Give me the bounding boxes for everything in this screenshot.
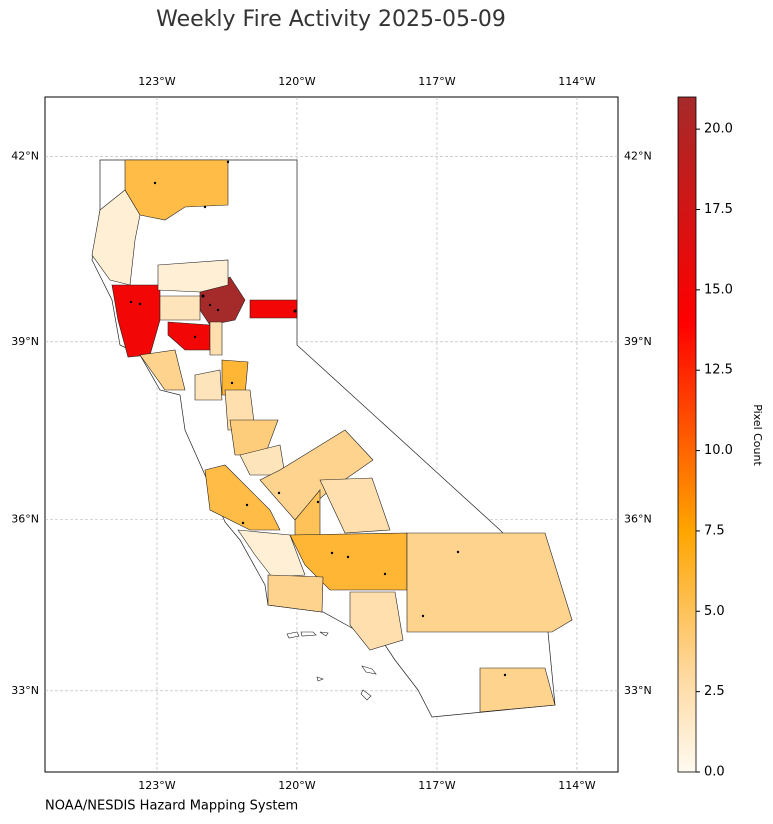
y-tick-label: 36°N	[11, 513, 39, 526]
county	[406, 532, 573, 633]
colorbar-tick-label: 17.5	[704, 202, 733, 217]
colorbar	[677, 96, 697, 773]
county	[204, 464, 281, 531]
y-tick-label: 42°N	[624, 149, 652, 162]
channel-islands	[286, 631, 377, 701]
y-tick-label: 33°N	[11, 684, 39, 697]
colorbar-tick-label: 10.0	[704, 443, 733, 458]
y-tick-label: 36°N	[624, 513, 652, 526]
x-tick-label: 117°W	[418, 75, 455, 88]
source-note: NOAA/NESDIS Hazard Mapping System	[45, 799, 298, 814]
county	[479, 667, 556, 713]
x-tick-label: 114°W	[558, 779, 595, 792]
county	[194, 369, 223, 401]
colorbar-tick-label: 0.0	[704, 765, 725, 780]
x-tick-label: 117°W	[418, 779, 455, 792]
county	[167, 321, 211, 351]
y-tick-label: 39°N	[624, 335, 652, 348]
county	[267, 574, 324, 613]
map-title: Weekly Fire Activity 2025-05-09	[156, 7, 506, 32]
counties	[91, 159, 573, 713]
county	[139, 349, 186, 391]
x-tick-label: 120°W	[278, 779, 315, 792]
colorbar-tick-label: 12.5	[704, 363, 733, 378]
colorbar-label: Pixel Count	[751, 404, 764, 466]
colorbar-tick-label: 15.0	[704, 282, 733, 297]
county	[157, 259, 229, 293]
colorbar-tick-label: 5.0	[704, 604, 725, 619]
county	[249, 299, 298, 319]
y-tick-label: 42°N	[11, 149, 39, 162]
county	[209, 321, 223, 356]
county	[319, 477, 391, 534]
x-tick-label: 123°W	[138, 779, 175, 792]
y-tick-label: 33°N	[624, 684, 652, 697]
axes: 123°W 123°W 120°W 120°W 117°W 117°W 114°W 114°W…	[11, 75, 651, 792]
y-tick-label: 39°N	[11, 335, 39, 348]
fire-detections	[129, 160, 507, 677]
colorbar-tick-label: 2.5	[704, 684, 725, 699]
x-tick-label: 120°W	[278, 75, 315, 88]
x-tick-label: 123°W	[138, 75, 175, 88]
county	[91, 189, 141, 286]
colorbar-tick-label: 20.0	[704, 122, 733, 137]
county	[349, 591, 404, 651]
colorbar-tick-label: 7.5	[704, 523, 725, 538]
county	[159, 295, 201, 321]
x-tick-label: 114°W	[558, 75, 595, 88]
county	[289, 532, 408, 591]
